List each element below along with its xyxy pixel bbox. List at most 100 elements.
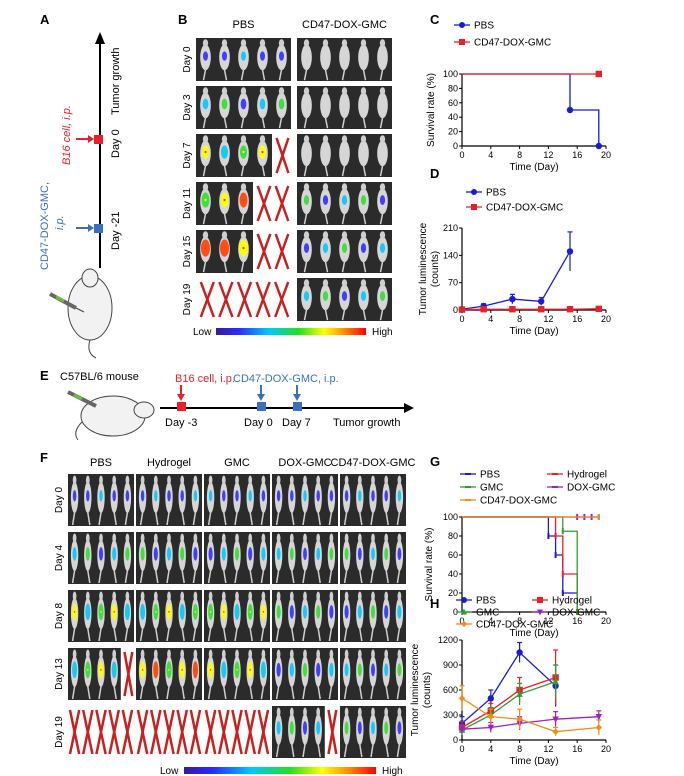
mouse-head <box>259 39 266 48</box>
x-tick-label: 4 <box>488 744 493 754</box>
mouse-tail <box>317 512 321 526</box>
mouse-head <box>261 475 266 485</box>
mouse-head <box>240 183 247 192</box>
scale-low-label: Low <box>160 766 179 776</box>
mouse-tail <box>113 686 117 700</box>
data-point <box>487 713 494 720</box>
mouse-head <box>384 707 389 717</box>
day-label: Day 3 <box>182 94 193 121</box>
data-point <box>538 306 545 313</box>
mouse-head <box>276 475 281 485</box>
mouse-head <box>278 87 285 96</box>
mouse-tail <box>359 628 363 642</box>
mouse-head <box>180 475 185 485</box>
mouse-tail <box>370 744 374 758</box>
mouse-head <box>371 707 375 717</box>
tumor-growth-label: Tumor growth <box>110 48 122 115</box>
mouse-tail <box>202 117 207 129</box>
mouse-head <box>248 533 253 543</box>
bli-signal <box>397 490 402 502</box>
mouse-tail <box>324 165 329 177</box>
bli-signal <box>261 490 266 502</box>
dead-mark <box>149 709 162 755</box>
mouse-head <box>259 87 266 96</box>
bli-hotspot <box>126 611 129 613</box>
mouse-tail <box>341 69 346 81</box>
mouse-head <box>289 707 294 717</box>
mouse-injection-illustration-e <box>67 390 155 441</box>
mouse-tail <box>324 261 329 273</box>
scale-high-label: High <box>382 766 403 776</box>
dead-mark <box>217 709 230 755</box>
mouse-head <box>341 231 348 240</box>
panel-letter: D <box>430 166 439 181</box>
mouse-head <box>140 533 145 543</box>
mouse-tail <box>71 570 76 584</box>
bli-signal <box>248 490 252 502</box>
x-tick-label: 12 <box>543 314 553 324</box>
mouse-head <box>289 475 294 485</box>
data-point <box>459 39 465 45</box>
mouse-head <box>72 533 77 543</box>
mouse-tail <box>207 686 212 700</box>
bli-signal <box>72 547 77 561</box>
color-scale-bar <box>216 328 366 335</box>
bli-signal <box>371 490 375 502</box>
mouse-head <box>289 533 294 543</box>
mouse-body <box>377 140 388 167</box>
mouse-head <box>384 591 389 601</box>
mouse-head <box>329 591 334 601</box>
mouse-head <box>259 135 266 144</box>
mouse-tail <box>240 117 245 129</box>
bli-signal <box>202 51 209 61</box>
day-label: Day 15 <box>182 235 193 267</box>
mouse-head <box>112 475 117 485</box>
bli-signal <box>344 721 349 735</box>
bli-signal <box>98 547 104 561</box>
mouse-tail <box>98 628 102 642</box>
mouse-tail <box>359 744 363 758</box>
mouse-tail <box>362 309 367 321</box>
mouse-tail <box>385 570 389 584</box>
bli-hotspot <box>194 611 197 613</box>
mouse-tail <box>139 512 144 526</box>
mouse-tail <box>234 512 238 526</box>
mouse-tail <box>359 570 363 584</box>
group-label: PBS <box>90 457 112 469</box>
x-tick-label: 16 <box>572 744 582 754</box>
bli-signal <box>344 663 349 677</box>
bli-signal <box>360 291 367 302</box>
mouse-head <box>357 591 362 601</box>
group-label: Hydrogel <box>147 457 191 469</box>
mouse-tail <box>207 628 212 642</box>
mouse-head <box>379 183 386 192</box>
mouse-head <box>316 707 321 717</box>
dead-mark <box>68 709 81 755</box>
scale-high-label: High <box>372 327 393 338</box>
x-axis-label: Time (Day) <box>509 326 558 337</box>
dead-mark <box>218 281 234 318</box>
legend-label: GMC <box>480 483 503 494</box>
mouse-head <box>303 475 307 485</box>
bli-signal <box>240 51 247 61</box>
mouse-head <box>344 533 349 543</box>
series-line <box>461 308 599 311</box>
x-tick-label: 4 <box>488 150 493 160</box>
series-line <box>461 676 556 729</box>
mouse-tail <box>98 570 102 584</box>
mouse-tail <box>291 628 295 642</box>
mouse-tail <box>202 69 207 81</box>
bli-signal <box>370 605 376 619</box>
bli-hotspot <box>181 611 183 613</box>
x-tick-label: 12 <box>543 744 553 754</box>
bli-signal <box>278 51 285 61</box>
mouse-tail <box>223 512 227 526</box>
mouse-head <box>357 649 362 659</box>
x-tick-label: 20 <box>601 616 611 626</box>
data-point <box>471 189 477 195</box>
day-label: Day 13 <box>54 658 65 690</box>
day-label: Day 7 <box>182 142 193 169</box>
dead-mark <box>231 709 243 755</box>
mouse-tail <box>385 686 389 700</box>
mouse-tail <box>223 213 228 225</box>
